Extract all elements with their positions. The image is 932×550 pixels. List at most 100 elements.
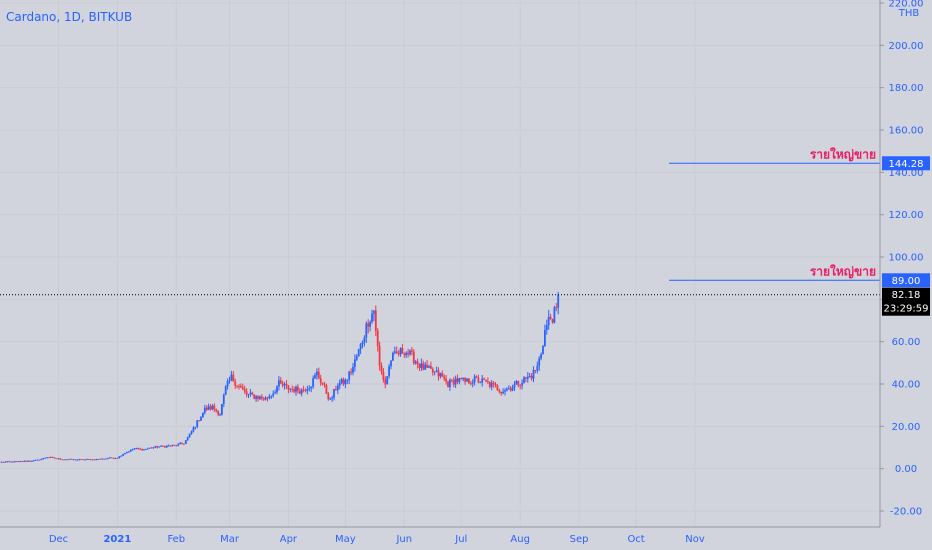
candle-body [302,389,305,391]
candle [148,447,151,449]
candle [365,321,368,343]
time-tick-label: Oct [627,534,644,545]
candle [350,368,352,376]
candle-body [154,446,157,448]
candle [409,349,411,356]
candle [184,440,187,444]
candle-body [464,377,466,382]
candle [329,397,332,401]
candle-body [188,433,191,438]
candle [468,378,470,384]
candle-body [25,460,28,462]
candle-body [97,459,100,460]
candle-body [143,449,145,451]
candle [393,346,396,355]
time-tick-label: Mar [220,534,240,545]
candle [228,376,231,384]
candle [333,388,335,401]
candle [46,457,48,459]
candle-body [46,457,48,459]
horizontal-lines[interactable]: 144.28 รายใหญ่ขาย 89.00 รายใหญ่ขาย [669,146,930,288]
candle-body [122,454,124,456]
price-tick-label: 140.00 [889,168,924,179]
candle [449,378,451,391]
candle [456,374,459,385]
candle [255,394,257,402]
candle [158,446,161,448]
candle-body [279,380,282,384]
candle-body [534,370,537,371]
candle-body [528,376,531,377]
candle-body [418,363,421,369]
candle [120,455,123,457]
candle [8,460,10,463]
time-tick-label: Jun [395,534,412,545]
candle [154,445,157,449]
candle [502,388,504,395]
candle [338,379,341,390]
candle-body [462,377,465,380]
candle-body [169,445,172,447]
candle [359,343,362,355]
candle [534,369,537,374]
candle [492,381,495,388]
time-tick-label: Aug [510,534,530,545]
candle [25,460,28,463]
candle [112,457,115,459]
candle-body [264,397,267,400]
candle-body [492,382,495,384]
candle [500,391,503,396]
candle [382,368,385,383]
price-tick-label: 160.00 [889,126,924,137]
candle [175,444,178,447]
time-axis[interactable]: Dec 2021 Feb Mar Apr May Jun Jul Aug Sep Oct Nov [49,534,705,545]
candle [196,420,199,429]
candle [262,396,265,402]
candle [36,459,39,461]
candle-body [236,385,238,387]
candle-body [475,376,478,378]
time-tick-label: Nov [685,534,705,545]
candle-body [198,420,200,422]
candle [139,447,142,450]
candle-body [268,396,271,399]
candle [523,376,525,384]
candle [321,382,324,386]
candle [380,362,383,375]
candle [374,305,377,337]
candle-body [65,459,67,461]
candle [285,380,288,390]
candle [48,457,50,459]
candle [485,379,487,383]
candle [281,380,284,388]
candle [312,375,314,389]
candle-body [393,351,396,353]
candle [34,459,37,461]
candle [127,451,130,453]
candle-body [380,365,383,373]
candle-body [319,378,322,383]
candle-body [259,396,261,399]
candle-body [304,389,307,391]
candle-body [289,388,292,390]
candle-body [112,458,115,459]
candle-body [439,373,442,377]
candle-body [270,395,273,397]
candle-body [287,385,290,390]
candle [205,405,208,412]
candle [462,377,465,382]
candle-body [433,371,436,373]
candle-body [494,383,497,386]
candle [167,444,170,447]
candle-body [390,360,392,367]
candle-body [532,370,535,379]
candle-body [34,459,37,461]
candle [257,395,259,402]
candle [352,362,354,376]
candle [131,448,134,451]
candle-body [426,364,428,368]
candle-body [473,376,476,383]
candle [431,367,434,376]
candle [93,459,96,461]
